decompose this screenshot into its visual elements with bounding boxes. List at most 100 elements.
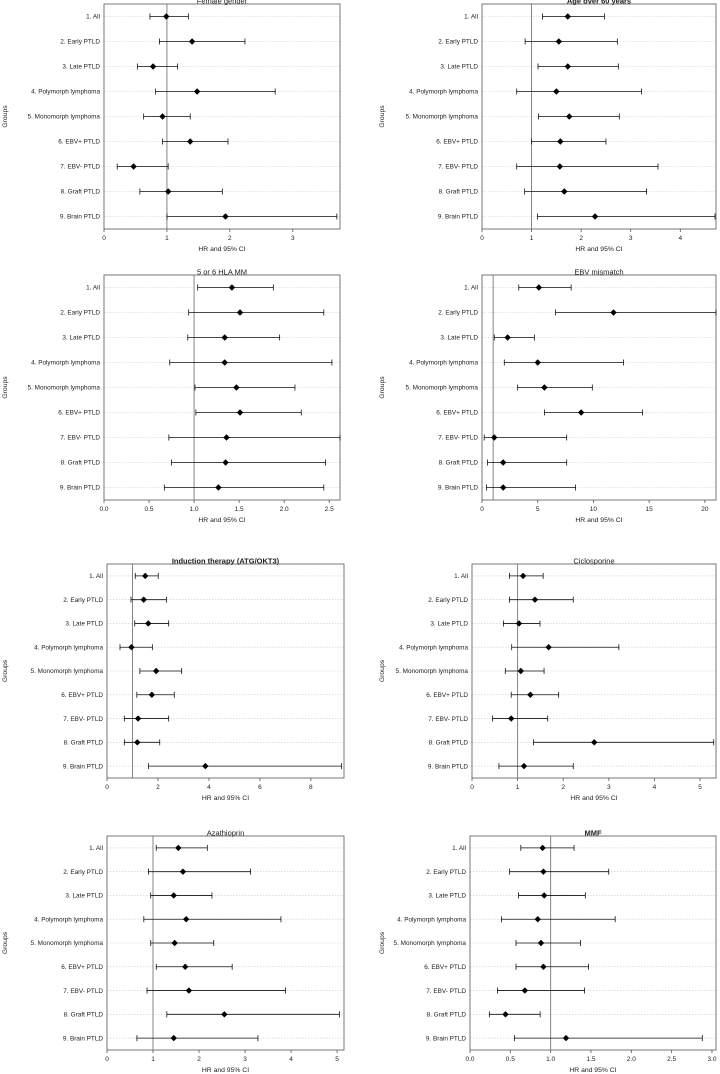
group-label: 9. Brain PTLD [63,763,104,770]
forest-plot-panel-5: Induction therapy (ATG/OKT3) 1. All 2. Ear… [2,557,345,802]
group-label: 2. Early PTLD [438,39,478,46]
hr-marker [128,644,135,651]
hr-marker [499,484,507,491]
hr-marker [175,844,182,852]
x-tick-label: 1 [165,235,169,242]
group-label: 8. Graft PTLD [439,189,479,196]
group-label: 4. Polymorph lymphoma [31,89,100,96]
x-tick-label: 2.5 [667,1056,676,1063]
group-label: 7. EBV- PTLD [438,435,478,442]
hr-marker [508,715,515,722]
group-label: 5. Monomorph lymphoma [28,114,101,121]
chart-title: Female gender [197,0,248,6]
y-axis-label: Groups [379,931,386,954]
y-axis-label: Groups [379,659,386,682]
group-label: 2. Early PTLD [63,597,103,604]
hr-marker [564,13,571,20]
x-tick-label: 2 [156,784,160,791]
group-label: 8. Graft PTLD [429,740,469,747]
x-axis-label: HR and 95% CI [202,795,249,802]
hr-marker [171,939,178,947]
hr-marker [228,284,236,291]
group-label: 2. Early PTLD [60,310,100,317]
group-label: 2. Early PTLD [426,869,466,876]
x-tick-label: 2 [197,1056,201,1063]
group-label: 5. Monomorph lymphoma [396,668,469,675]
x-tick-label: 1.5 [586,1056,595,1063]
hr-marker [537,939,545,947]
hr-marker [534,359,541,366]
plot-frame [106,563,345,779]
plot-frame [481,3,717,230]
hr-marker [223,434,230,441]
group-label: 3. Late PTLD [62,64,100,71]
group-label: 2. Early PTLD [438,310,478,317]
hr-marker [502,1011,509,1018]
hr-marker [142,572,149,580]
x-tick-label: 3 [291,235,295,242]
group-label: 7. EBV- PTLD [438,164,478,171]
group-label: 6. EBV+ PTLD [426,692,468,699]
x-tick-label: 3 [607,784,611,791]
x-tick-label: 1.0 [546,1056,555,1063]
group-label: 3. Late PTLD [65,621,103,628]
group-label: 5. Monomorph lymphoma [31,668,104,675]
group-label: 8. Graft PTLD [439,460,479,467]
forest-plot-panel-3: 5 or 6 HLA MM 1. All 2. Early PTLD 3. Late … [2,268,341,524]
hr-marker [159,113,166,120]
group-label: 7. EBV- PTLD [426,988,466,995]
chart-title: Age over 60 years [567,0,631,6]
hr-marker [148,691,156,698]
group-label: 7. EBV- PTLD [60,435,100,442]
plot-frame [103,3,341,230]
hr-marker [591,739,598,746]
hr-marker [185,987,193,994]
group-label: 6. EBV+ PTLD [436,139,478,146]
x-tick-label: 4 [678,235,682,242]
x-tick-label: 20 [701,506,709,513]
hr-marker [577,409,585,416]
forest-plot-panel-4: EBV mismatch 1. All 2. Early PTLD 3. Late P… [379,268,717,524]
x-tick-label: 0 [470,784,474,791]
x-axis-label: HR and 95% CI [198,246,245,253]
group-label: 5. Monomorph lymphoma [406,385,479,392]
hr-marker [222,459,229,466]
hr-marker [566,113,573,120]
chart-title: Azathioprin [207,829,245,838]
hr-marker [531,596,539,603]
group-label: 1. All [464,285,478,292]
x-tick-label: 10 [590,506,598,513]
hr-marker [233,384,240,391]
hr-marker [540,868,547,875]
hr-marker [517,667,524,675]
group-label: 7. EBV- PTLD [63,716,103,723]
hr-marker [170,892,177,899]
hr-marker [553,88,560,95]
hr-marker [527,691,534,698]
x-tick-label: 3 [629,235,633,242]
hr-marker [515,620,523,627]
x-tick-label: 0.0 [465,1056,474,1063]
group-label: 7. EBV- PTLD [63,988,103,995]
hr-marker [535,284,543,291]
chart-title: Induction therapy (ATG/OKT3) [172,557,280,566]
hr-marker [222,213,229,220]
hr-marker [145,620,152,627]
group-label: 5. Monomorph lymphoma [406,114,479,121]
hr-marker [562,1034,570,1042]
chart-title: Ciclosporine [573,557,614,566]
x-axis-label: HR and 95% CI [569,1067,616,1074]
forest-plot-panel-8: MMF 1. All 2. Early PTLD 3. Late PTLD 4. Pol… [379,829,717,1074]
hr-marker [520,762,528,770]
hr-marker [556,163,564,170]
group-label: 3. Late PTLD [430,621,468,628]
x-tick-label: 0.0 [99,506,108,513]
plot-frame [106,835,345,1051]
x-tick-label: 6 [258,784,262,791]
x-axis-label: HR and 95% CI [202,1067,249,1074]
group-label: 2. Early PTLD [60,39,100,46]
forest-plot-panel-7: Azathioprin 1. All 2. Early PTLD 3. Late PT… [2,829,345,1074]
group-label: 9. Brain PTLD [60,214,101,221]
hr-marker [221,359,228,366]
x-tick-label: 5 [698,784,702,791]
